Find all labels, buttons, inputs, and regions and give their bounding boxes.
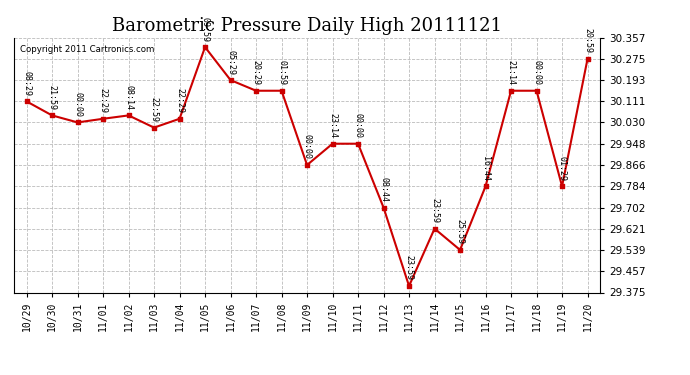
Point	[250, 88, 262, 94]
Point	[378, 205, 389, 211]
Text: 00:00: 00:00	[302, 135, 312, 159]
Text: 08:14: 08:14	[124, 85, 133, 110]
Text: 22:29: 22:29	[99, 88, 108, 113]
Text: 08:29: 08:29	[22, 71, 31, 96]
Point	[225, 77, 236, 83]
Point	[429, 226, 440, 232]
Point	[72, 119, 83, 125]
Point	[123, 112, 134, 118]
Point	[174, 116, 185, 122]
Text: 23:14: 23:14	[328, 113, 337, 138]
Text: 21:59: 21:59	[48, 85, 57, 110]
Text: 00:00: 00:00	[532, 60, 541, 85]
Text: 09:59: 09:59	[201, 16, 210, 42]
Text: 25:59: 25:59	[455, 219, 464, 245]
Point	[353, 141, 364, 147]
Point	[327, 141, 338, 147]
Point	[506, 88, 517, 94]
Text: 20:29: 20:29	[252, 60, 261, 85]
Point	[302, 162, 313, 168]
Text: 01:59: 01:59	[277, 60, 286, 85]
Text: 20:59: 20:59	[583, 28, 592, 53]
Text: 00:00: 00:00	[353, 113, 362, 138]
Text: 22:59: 22:59	[150, 97, 159, 122]
Point	[199, 44, 210, 50]
Text: 00:00: 00:00	[73, 92, 82, 117]
Text: 16:44: 16:44	[481, 156, 490, 181]
Point	[97, 116, 108, 122]
Point	[46, 112, 57, 118]
Text: 23:59: 23:59	[430, 198, 439, 223]
Title: Barometric Pressure Daily High 20111121: Barometric Pressure Daily High 20111121	[112, 16, 502, 34]
Point	[557, 183, 568, 189]
Text: 08:44: 08:44	[379, 177, 388, 202]
Point	[21, 98, 32, 104]
Point	[531, 88, 542, 94]
Text: 21:14: 21:14	[506, 60, 515, 85]
Text: 22:29: 22:29	[175, 88, 184, 113]
Point	[148, 124, 159, 130]
Point	[276, 88, 287, 94]
Point	[480, 183, 491, 189]
Text: 05:29: 05:29	[226, 50, 235, 75]
Point	[404, 283, 415, 289]
Text: 23:59: 23:59	[404, 255, 413, 280]
Point	[582, 56, 593, 62]
Text: 01:29: 01:29	[558, 156, 566, 181]
Text: Copyright 2011 Cartronics.com: Copyright 2011 Cartronics.com	[19, 45, 154, 54]
Point	[455, 247, 466, 253]
